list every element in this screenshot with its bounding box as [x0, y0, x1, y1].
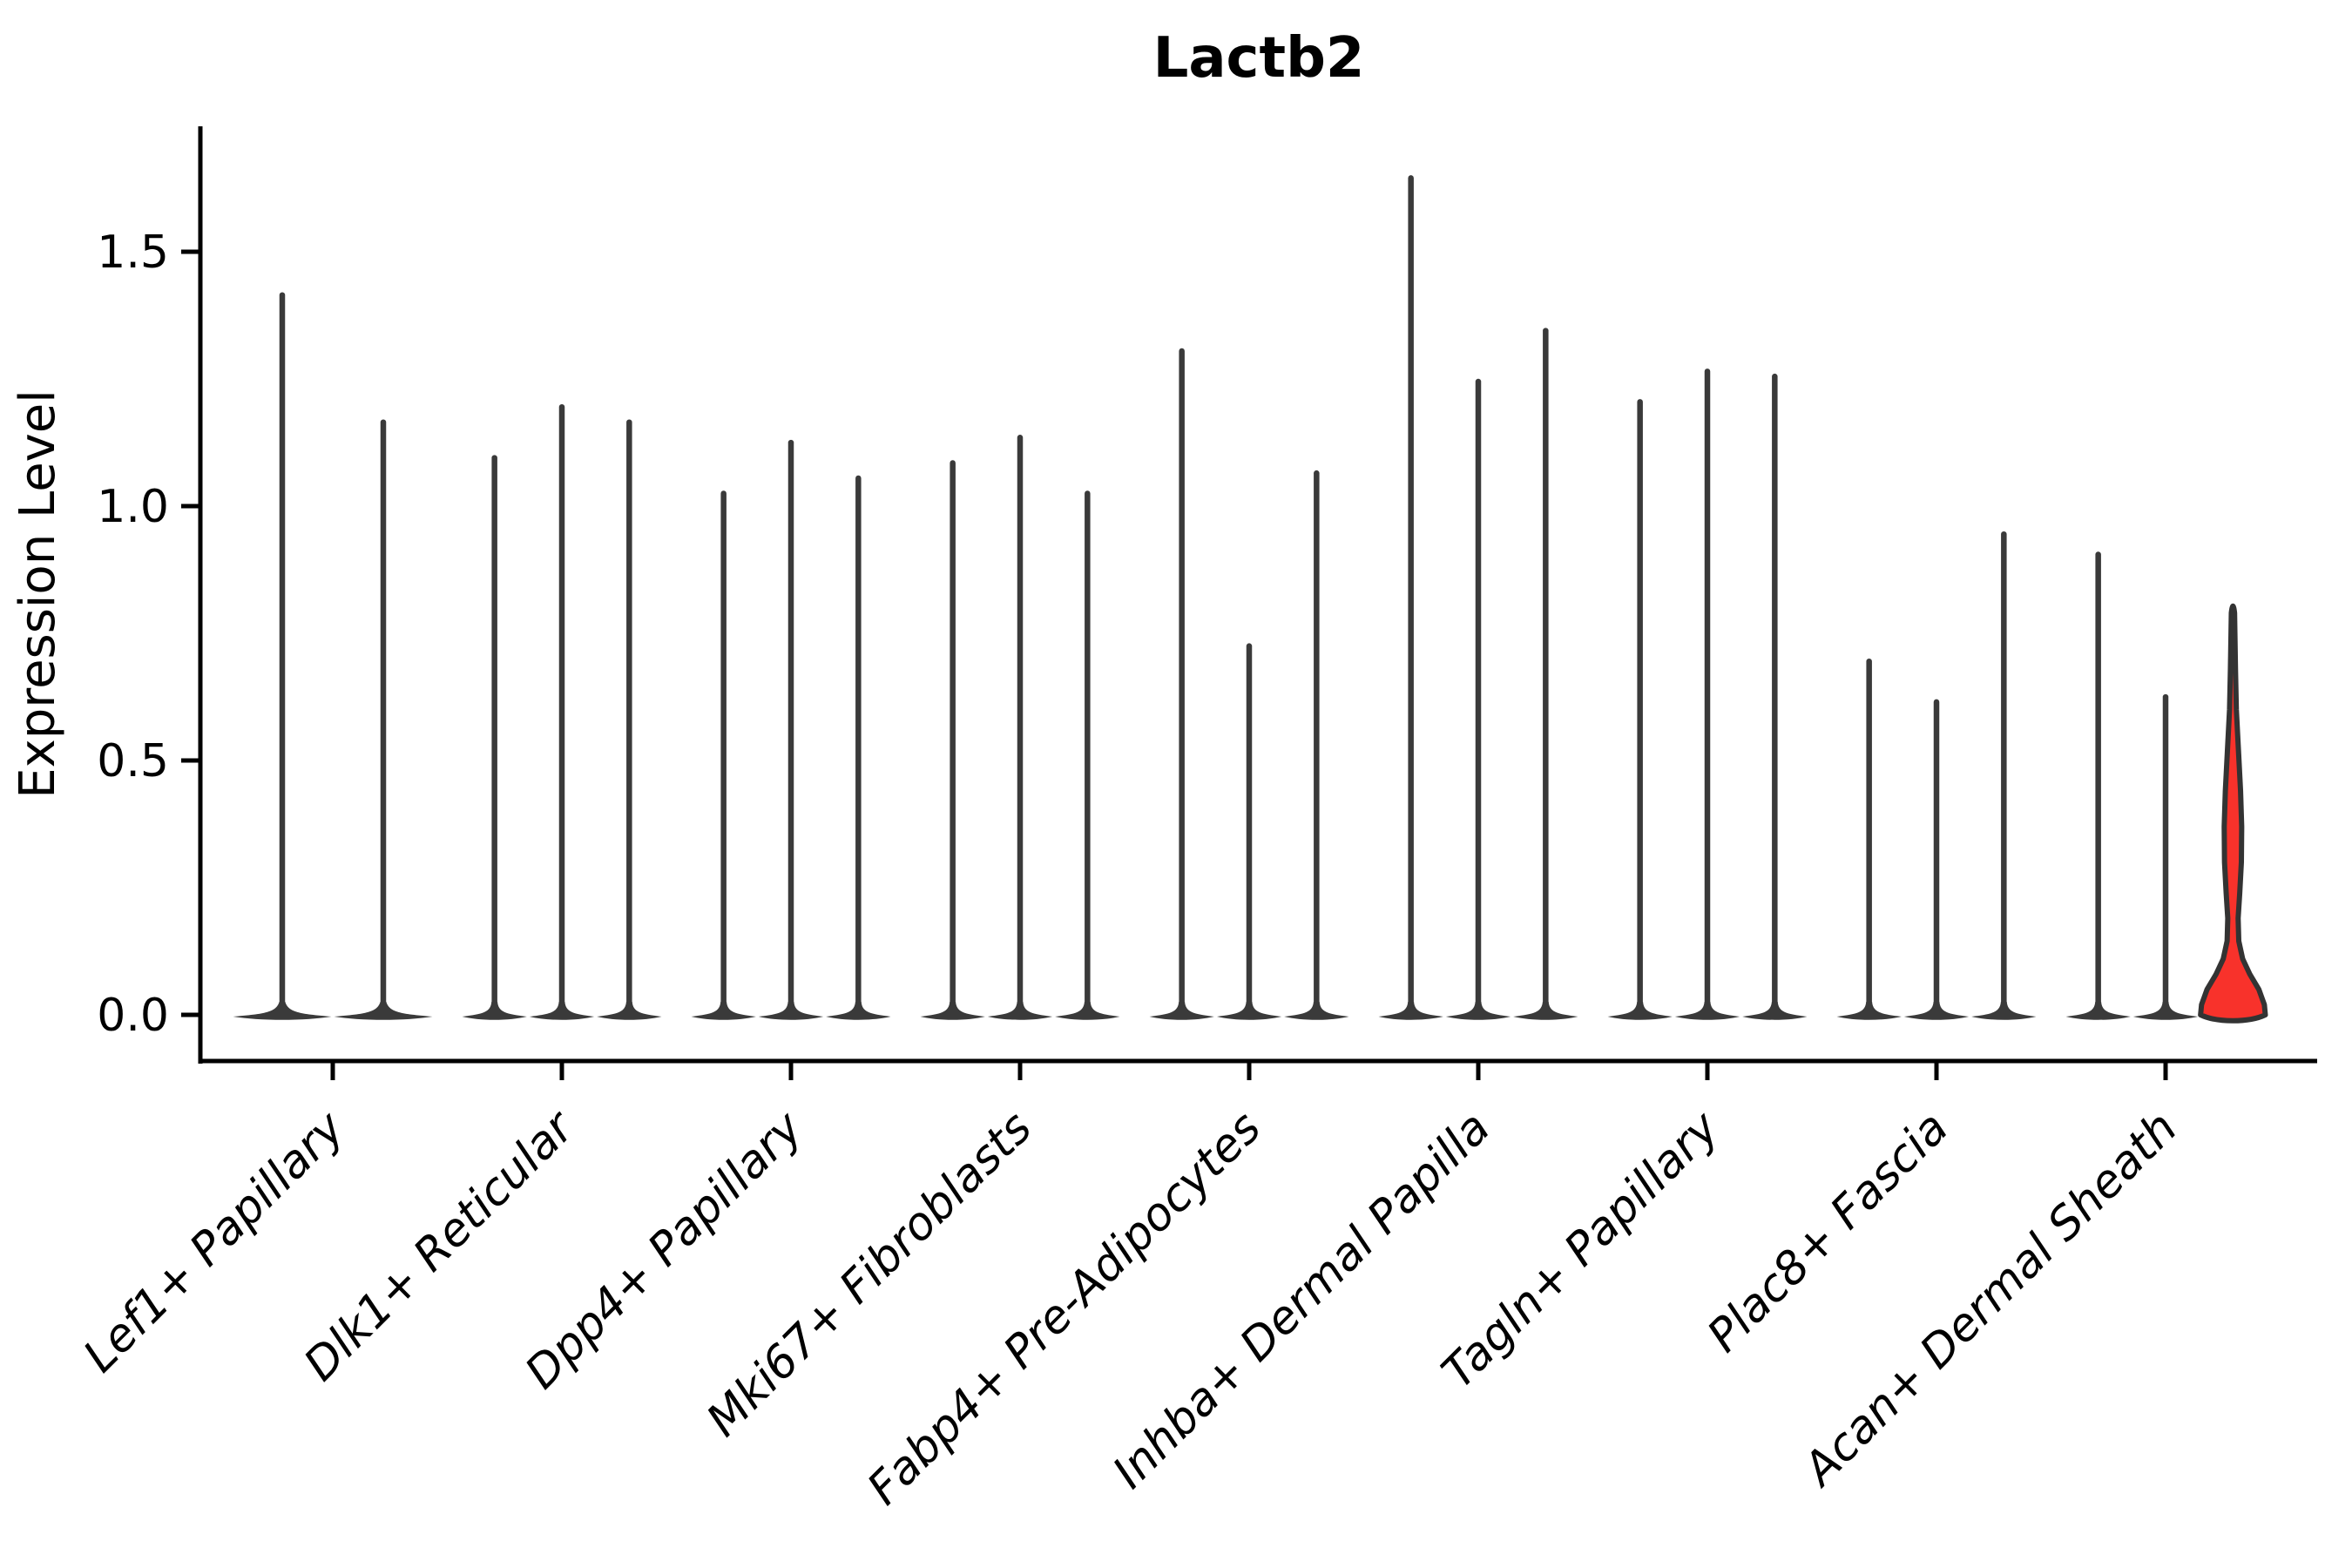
- violin-base: [2065, 1002, 2131, 1020]
- violin-base: [987, 1002, 1053, 1020]
- y-tick-label: 0.0: [97, 990, 169, 1042]
- violin-group3-v3: [826, 475, 891, 1020]
- violin-base: [826, 1002, 891, 1020]
- y-tick-label: 0.5: [97, 735, 169, 787]
- violin-group5-v3: [1284, 470, 1349, 1020]
- violin-base: [334, 1002, 433, 1020]
- violin-group5-v2: [1216, 643, 1282, 1020]
- violin-base: [462, 1002, 527, 1020]
- violin-group4-v3: [1055, 490, 1120, 1020]
- violin-base: [1149, 1002, 1214, 1020]
- violin-base: [1216, 1002, 1282, 1020]
- violin-group1-v1: [233, 292, 332, 1020]
- violin-base: [1513, 1002, 1578, 1020]
- violin-group5-v1: [1149, 348, 1214, 1020]
- violin-group9-v2: [2132, 693, 2199, 1020]
- x-tick-label-8: Plac8+ Fascia: [1698, 1102, 1958, 1362]
- violin-base: [1445, 1002, 1511, 1020]
- violin-base: [1742, 1002, 1808, 1020]
- violin-base: [1055, 1002, 1120, 1020]
- violin-group2-v3: [597, 419, 662, 1020]
- violin-group4-v1: [920, 460, 985, 1020]
- violin-group3-v1: [691, 490, 756, 1020]
- y-tick-label: 1.0: [97, 481, 169, 533]
- violin-group2-v1: [462, 455, 527, 1020]
- y-tick-label: 1.5: [97, 226, 169, 279]
- violin-group9-v1: [2065, 551, 2131, 1020]
- violin-base: [1903, 1002, 1970, 1020]
- violin-group6-v3: [1513, 328, 1578, 1020]
- violin-group6-v1: [1378, 175, 1443, 1020]
- violin-base: [1836, 1002, 1902, 1020]
- violin-group2-v2: [529, 403, 595, 1020]
- violin-base: [1674, 1002, 1740, 1020]
- violin-group1-v2: [334, 419, 433, 1020]
- y-axis-label: Expression Level: [10, 389, 66, 799]
- violin-group8-v2: [1903, 699, 1970, 1020]
- violin-base: [529, 1002, 595, 1020]
- chart-title: Lactb2: [1153, 26, 1365, 91]
- violin-base: [758, 1002, 824, 1020]
- x-tick-label-6: Inhba+ Dermal Papilla: [1103, 1102, 1500, 1499]
- y-axis-ticks: 0.0 0.5 1.0 1.5: [97, 226, 200, 1042]
- violin-base: [2132, 1002, 2199, 1020]
- highlighted-red-violin: [2198, 603, 2268, 1024]
- violin-base: [920, 1002, 985, 1020]
- violin-base: [691, 1002, 756, 1020]
- violin-base: [1378, 1002, 1443, 1020]
- violin-group8-v3: [1971, 531, 2037, 1020]
- violin-base: [1607, 1002, 1673, 1020]
- violin-group7-v2: [1674, 368, 1740, 1020]
- violin-base: [1284, 1002, 1349, 1020]
- violin-group4-v2: [987, 434, 1053, 1020]
- violin-group6-v2: [1445, 378, 1511, 1020]
- violin-group7-v1: [1607, 399, 1673, 1020]
- x-tick-label-9: Acan+ Dermal Sheath: [1792, 1102, 2187, 1497]
- violin-base: [597, 1002, 662, 1020]
- violin-group9-v3: [2198, 603, 2268, 1024]
- x-tick-label-5: Fabp4+ Pre-Adipocytes: [858, 1102, 1272, 1516]
- violin-base: [233, 1002, 332, 1020]
- violin-base: [1971, 1002, 2037, 1020]
- violin-group8-v1: [1836, 658, 1902, 1020]
- violin-group7-v3: [1742, 373, 1808, 1020]
- violins: [233, 175, 2268, 1024]
- violin-group3-v2: [758, 439, 824, 1020]
